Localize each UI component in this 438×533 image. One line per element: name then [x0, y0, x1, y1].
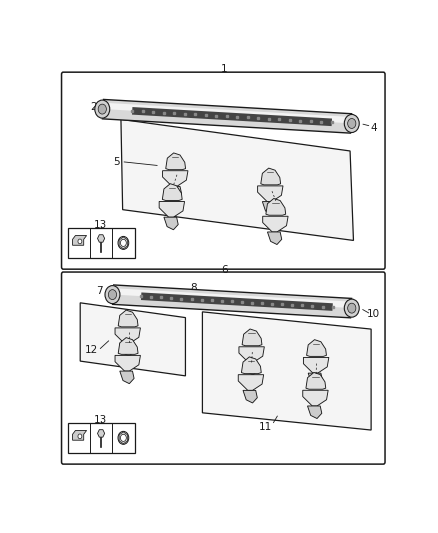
Circle shape [344, 299, 359, 317]
Polygon shape [238, 375, 264, 390]
Circle shape [348, 118, 356, 128]
Circle shape [118, 237, 129, 249]
Polygon shape [239, 347, 264, 362]
Circle shape [120, 239, 126, 246]
Polygon shape [303, 390, 328, 406]
Text: 13: 13 [94, 415, 107, 425]
Polygon shape [202, 312, 371, 430]
Polygon shape [266, 198, 286, 215]
FancyBboxPatch shape [61, 272, 385, 464]
Text: 11: 11 [258, 422, 272, 432]
Circle shape [348, 303, 356, 313]
Polygon shape [262, 201, 277, 214]
Text: 13: 13 [94, 220, 107, 230]
Polygon shape [263, 216, 288, 232]
Polygon shape [115, 356, 141, 371]
Text: 9: 9 [279, 297, 286, 307]
Circle shape [120, 434, 126, 441]
Polygon shape [80, 303, 185, 376]
Text: 7: 7 [96, 286, 103, 296]
Bar [67, 423, 134, 453]
Polygon shape [242, 329, 262, 346]
Circle shape [344, 115, 359, 133]
Polygon shape [120, 344, 134, 356]
Polygon shape [308, 373, 322, 386]
Text: 8: 8 [190, 282, 197, 293]
FancyBboxPatch shape [61, 72, 385, 269]
Polygon shape [118, 310, 138, 327]
Polygon shape [304, 358, 329, 373]
Polygon shape [164, 217, 178, 230]
Polygon shape [118, 337, 138, 354]
Polygon shape [121, 119, 353, 240]
Circle shape [78, 434, 82, 439]
Polygon shape [307, 406, 322, 418]
Polygon shape [306, 373, 326, 389]
Polygon shape [98, 235, 105, 242]
Polygon shape [162, 184, 182, 200]
Text: 2: 2 [91, 102, 97, 111]
Polygon shape [159, 201, 184, 217]
Text: 5: 5 [113, 157, 120, 167]
Polygon shape [162, 171, 188, 187]
Polygon shape [268, 232, 282, 245]
Circle shape [95, 100, 110, 118]
Text: 1: 1 [221, 64, 228, 74]
Polygon shape [307, 340, 326, 357]
Polygon shape [115, 328, 141, 344]
Text: 4: 4 [371, 123, 377, 133]
Circle shape [108, 289, 117, 300]
Circle shape [105, 286, 120, 304]
Polygon shape [243, 390, 257, 403]
Text: 6: 6 [221, 265, 228, 276]
Text: 3: 3 [237, 107, 243, 117]
Text: 12: 12 [85, 345, 98, 356]
Polygon shape [167, 187, 182, 199]
Text: 10: 10 [367, 309, 380, 319]
Polygon shape [166, 153, 186, 169]
Polygon shape [261, 168, 281, 185]
Polygon shape [241, 357, 261, 374]
Bar [67, 228, 134, 257]
Polygon shape [73, 431, 87, 440]
Polygon shape [244, 362, 258, 375]
Circle shape [118, 431, 129, 445]
Polygon shape [98, 430, 105, 437]
Polygon shape [73, 236, 87, 245]
Polygon shape [258, 186, 283, 201]
Circle shape [78, 239, 82, 244]
Polygon shape [120, 371, 134, 384]
Circle shape [98, 104, 106, 114]
